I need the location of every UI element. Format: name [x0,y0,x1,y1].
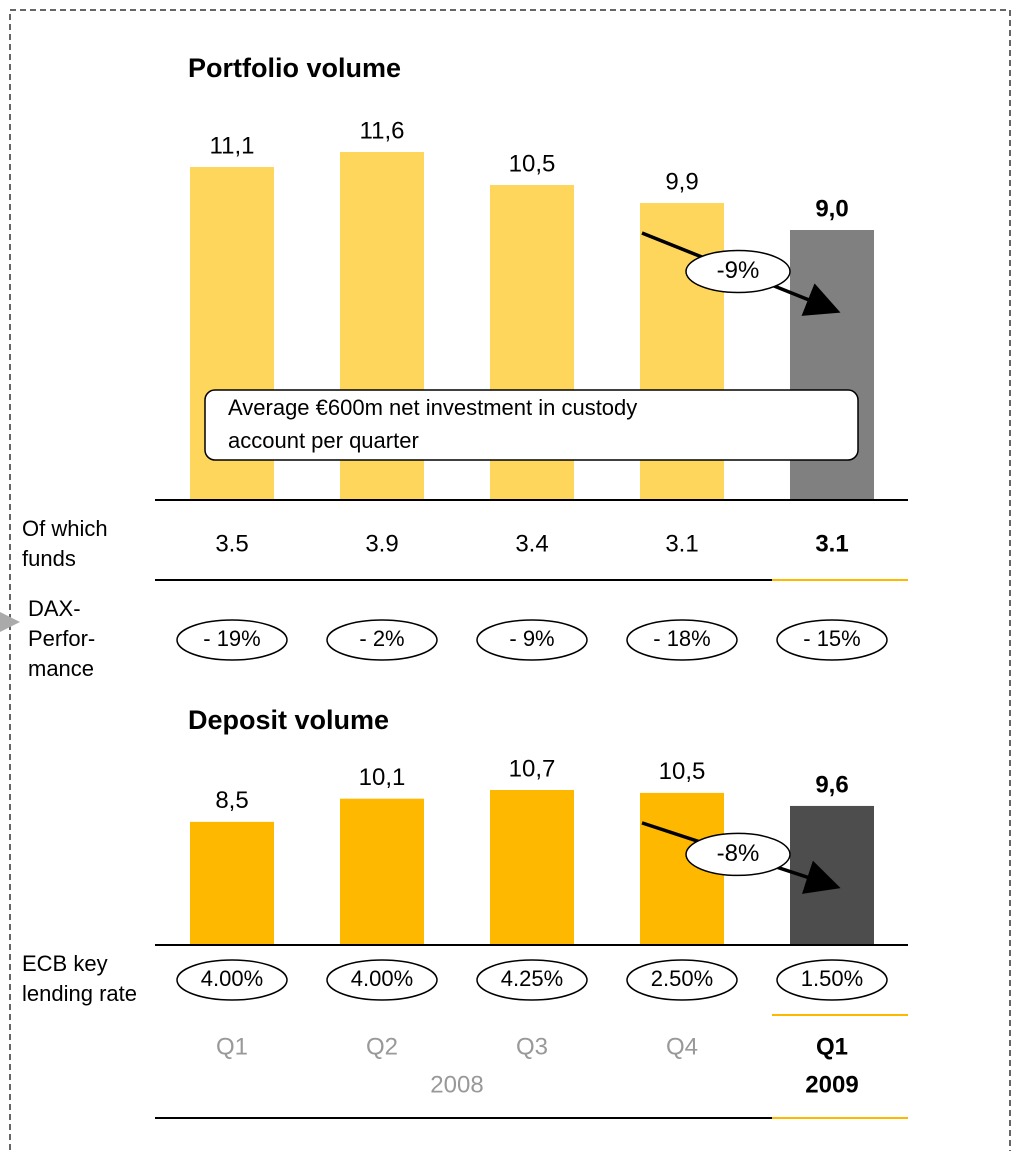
value-label: 10,5 [659,758,706,785]
chart-title: Deposit volume [188,705,389,735]
year-label: 2008 [430,1071,483,1098]
row-label: DAX- [28,596,81,621]
value-label: 9,6 [815,771,848,798]
note-box [204,389,859,461]
row-oval [476,959,588,1001]
row-label: funds [22,546,76,571]
annotation-oval [685,832,791,877]
value-label: 10,1 [359,764,406,791]
row-label: Of which [22,516,108,541]
row-value: 3.4 [515,530,548,557]
row-value: - 18% [653,626,710,651]
row-oval [326,619,438,661]
row-value: 4.00% [351,966,413,991]
x-tick-label: Q2 [366,1033,398,1060]
value-label: 8,5 [215,787,248,814]
dashed-border [9,9,1011,1156]
side-arrow [0,612,20,632]
row-label: ECB key [22,951,108,976]
row-oval [626,619,738,661]
row-value: 4.25% [501,966,563,991]
row-value: 4.00% [201,966,263,991]
row-value: - 2% [359,626,404,651]
row-label: lending rate [22,981,137,1006]
bar [190,821,274,945]
row-oval [326,959,438,1001]
annotation: -8% [717,840,760,867]
row-value: 2.50% [651,966,713,991]
x-tick-label: Q4 [666,1033,698,1060]
row-label: mance [28,656,94,681]
row-oval [176,959,288,1001]
value-label: 9,0 [815,195,848,222]
row-value: - 9% [509,626,554,651]
value-label: 10,5 [509,150,556,177]
row-value: - 15% [803,626,860,651]
x-tick-label: Q1 [816,1033,848,1060]
value-label: 11,6 [360,117,405,144]
row-value: 3.9 [365,530,398,557]
annotation: -9% [717,257,760,284]
row-value: 1.50% [801,966,863,991]
note-text: account per quarter [228,428,419,453]
row-value: 3.1 [665,530,698,557]
annotation-oval [685,249,791,294]
row-value: 3.1 [815,530,848,557]
value-label: 9,9 [665,168,698,195]
bar [490,790,574,945]
x-tick-label: Q3 [516,1033,548,1060]
value-label: 11,1 [210,132,255,159]
row-label: Perfor- [28,626,95,651]
x-tick-label: Q1 [216,1033,248,1060]
note-text: Average €600m net investment in custody [228,395,637,420]
row-oval [176,619,288,661]
row-oval [476,619,588,661]
value-label: 10,7 [509,755,556,782]
chart-title: Portfolio volume [188,53,401,83]
year-label: 2009 [805,1071,858,1098]
row-value: 3.5 [215,530,248,557]
row-oval [626,959,738,1001]
bar [340,798,424,945]
row-value: - 19% [203,626,260,651]
row-oval [776,619,888,661]
row-oval [776,959,888,1001]
